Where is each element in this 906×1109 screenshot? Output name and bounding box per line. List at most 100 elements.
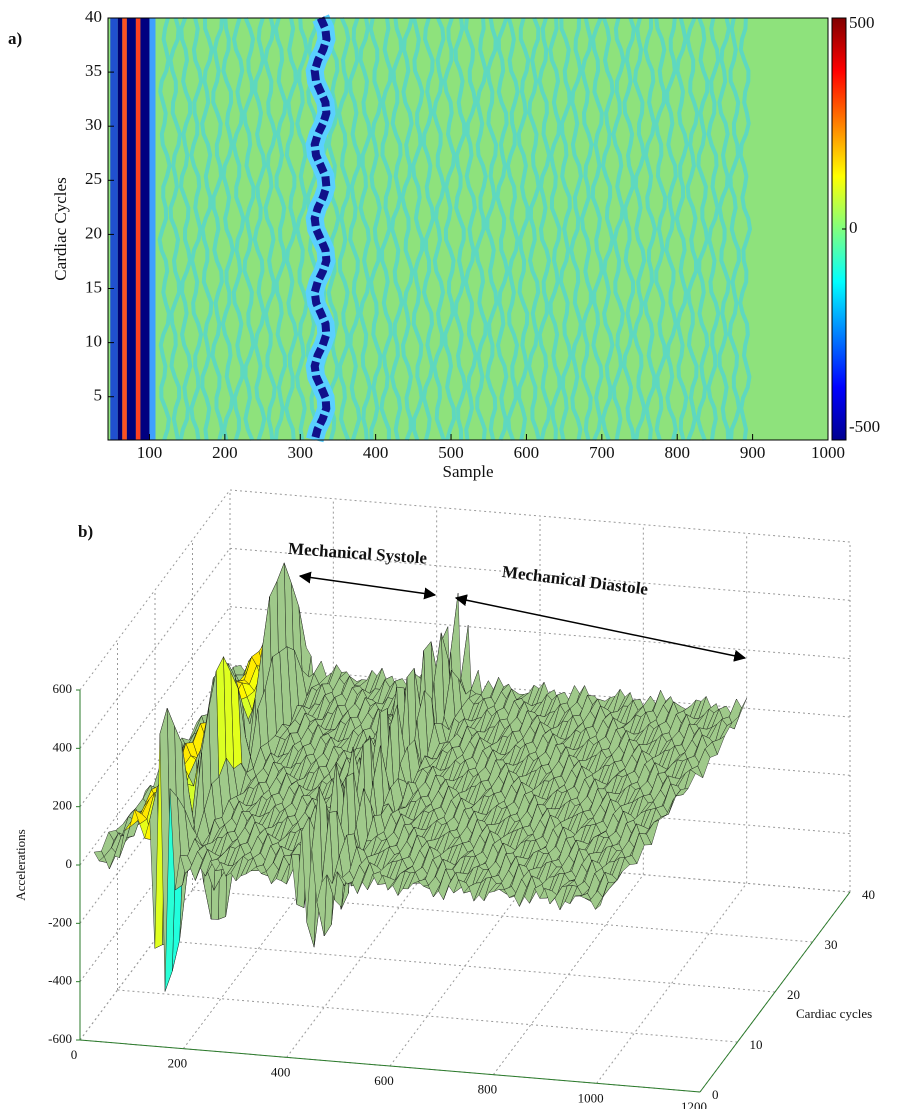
contour-line bbox=[654, 17, 668, 441]
grid-line bbox=[79, 548, 231, 749]
contour-band bbox=[135, 18, 141, 440]
contour-line bbox=[463, 17, 478, 441]
contour-line bbox=[685, 17, 700, 441]
x-tick-label: 700 bbox=[589, 443, 615, 462]
grid-line bbox=[492, 874, 644, 1075]
y-tick-label: 10 bbox=[85, 332, 102, 351]
annotation-arrow bbox=[454, 594, 747, 662]
contour-line bbox=[421, 17, 436, 441]
contour-band bbox=[110, 18, 118, 440]
contour-line bbox=[252, 17, 267, 441]
surface-cell bbox=[595, 882, 608, 910]
grid-line bbox=[192, 889, 813, 943]
contour-line bbox=[273, 17, 288, 441]
x-tick-label: 600 bbox=[514, 443, 540, 462]
contour-line bbox=[168, 17, 182, 441]
y-tick-label: 0 bbox=[712, 1087, 719, 1102]
contour-line bbox=[442, 17, 457, 441]
z-tick-label: -600 bbox=[48, 1031, 72, 1046]
x-tick-label: 200 bbox=[212, 443, 238, 462]
contour-line bbox=[548, 17, 562, 441]
contour-line bbox=[474, 17, 488, 441]
contour-line bbox=[495, 17, 510, 441]
x-axis bbox=[79, 1039, 701, 1093]
contour-line bbox=[706, 17, 721, 441]
plot-frame bbox=[107, 17, 829, 441]
contour-band bbox=[117, 18, 123, 440]
y-tick-label: 20 bbox=[787, 987, 800, 1002]
annotation: Mechanical Diastole bbox=[501, 562, 650, 599]
contour-line bbox=[505, 17, 520, 441]
colorbar-tick-label: 500 bbox=[849, 13, 875, 32]
x-tick-label: 300 bbox=[288, 443, 314, 462]
x-tick-label: 500 bbox=[438, 443, 464, 462]
colorbar-tick-label: -500 bbox=[849, 417, 880, 436]
x-tick-label: 1000 bbox=[578, 1090, 604, 1105]
contour-line bbox=[453, 17, 468, 441]
annotation: Mechanical Systole bbox=[287, 539, 428, 568]
x-tick-label: 900 bbox=[740, 443, 766, 462]
y-tick-label: 15 bbox=[85, 277, 102, 296]
y-axis-label: Cardiac Cycles bbox=[51, 177, 70, 280]
contour-band bbox=[122, 18, 127, 440]
contour-line bbox=[263, 17, 278, 441]
grid-line bbox=[182, 848, 334, 1049]
y-tick-label: 30 bbox=[85, 115, 102, 134]
x-tick-label: 600 bbox=[374, 1073, 394, 1088]
contour-line bbox=[516, 17, 531, 441]
contour-band bbox=[310, 16, 331, 442]
contour-line bbox=[558, 17, 573, 441]
colorbar-tick-label: 0 bbox=[849, 218, 858, 237]
y-axis bbox=[699, 891, 851, 1093]
contour-panel: 100 200 300 400 500 600 700 800 900 1000510152025… bbox=[8, 7, 880, 481]
contour-line bbox=[379, 17, 393, 440]
contour-band bbox=[126, 18, 136, 440]
contour-line bbox=[295, 17, 309, 441]
y-tick-label: 35 bbox=[85, 61, 102, 80]
contour-line bbox=[717, 17, 731, 441]
grid-line bbox=[286, 857, 438, 1058]
contour-line bbox=[358, 17, 373, 441]
contour-line bbox=[695, 17, 710, 441]
x-tick-label: 200 bbox=[168, 1056, 188, 1071]
grid-line bbox=[229, 547, 851, 601]
contour-line bbox=[431, 17, 446, 441]
contour-band bbox=[149, 18, 156, 440]
contour-line bbox=[400, 17, 415, 441]
contour-line bbox=[485, 17, 499, 441]
y-tick-label: 20 bbox=[85, 223, 102, 242]
grid-line bbox=[229, 489, 851, 543]
contour-line bbox=[674, 17, 689, 441]
z-tick-label: 0 bbox=[66, 856, 73, 871]
contour-line bbox=[389, 17, 404, 441]
x-tick-label: 800 bbox=[664, 443, 690, 462]
contour-line bbox=[622, 17, 636, 441]
y-tick-label: 30 bbox=[825, 937, 838, 952]
contour-line bbox=[569, 17, 583, 441]
contour-line bbox=[284, 17, 299, 441]
annotation-arrow bbox=[298, 571, 437, 600]
contour-line bbox=[727, 17, 742, 441]
contour-line bbox=[347, 17, 362, 441]
grid-line bbox=[154, 939, 776, 993]
contour-line bbox=[220, 17, 235, 441]
grid-line bbox=[117, 989, 738, 1043]
contour-line bbox=[368, 17, 383, 441]
z-tick-label: -400 bbox=[48, 973, 72, 988]
grid-line bbox=[79, 489, 231, 691]
x-tick-label: 1000 bbox=[811, 443, 845, 462]
panel-label: b) bbox=[78, 522, 93, 541]
contour-line bbox=[600, 17, 615, 441]
contour-line bbox=[326, 17, 341, 441]
contour-line bbox=[643, 18, 657, 441]
contour-line bbox=[738, 17, 753, 441]
contour-line bbox=[411, 17, 425, 441]
y-tick-label: 5 bbox=[94, 386, 103, 405]
z-tick-label: 600 bbox=[53, 681, 73, 696]
grid-line bbox=[79, 606, 231, 807]
surface-panel: -600-400-2000200400600020040060080010001… bbox=[13, 489, 875, 1109]
contour-line bbox=[157, 17, 172, 441]
contour-line bbox=[537, 17, 552, 441]
z-axis-label: Accelerations bbox=[13, 829, 28, 900]
x-tick-label: 400 bbox=[363, 443, 389, 462]
